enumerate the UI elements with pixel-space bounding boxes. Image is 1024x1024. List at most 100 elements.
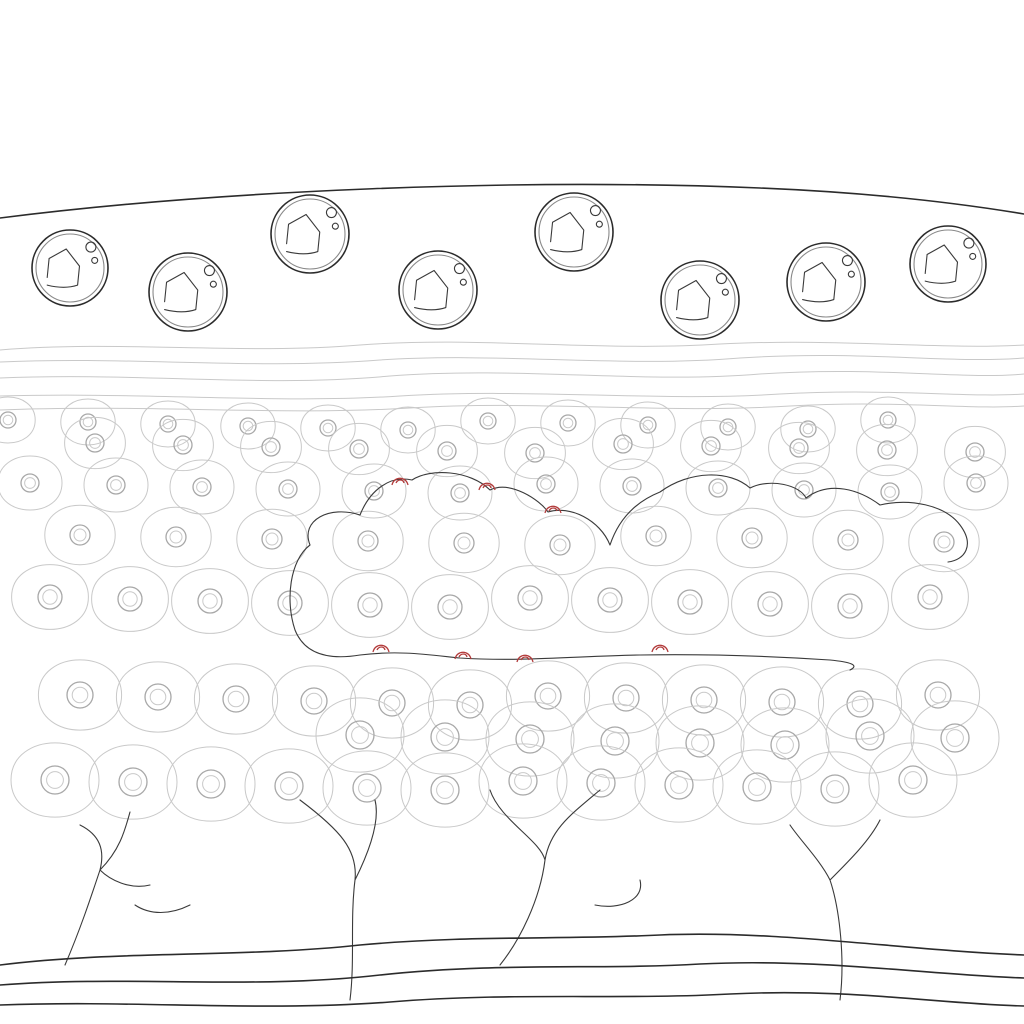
- epithelial-cell: [908, 511, 980, 573]
- epithelial-cell: [592, 417, 654, 471]
- epithelial-cell: [332, 510, 404, 572]
- epithelial-cell: [91, 566, 169, 632]
- epithelial-cell: [341, 463, 407, 519]
- epithelial-cell: [322, 750, 412, 826]
- epithelial-cell: [540, 399, 596, 447]
- epithelial-cell: [485, 701, 575, 777]
- epithelial-cell: [944, 425, 1006, 479]
- epithelial-cell: [140, 400, 196, 448]
- epithelial-cell: [244, 748, 334, 824]
- epithelial-cell: [812, 509, 884, 571]
- epithelial-cell: [411, 574, 489, 640]
- epithelial-cell: [571, 567, 649, 633]
- red-attachment-mark: [391, 477, 409, 486]
- large-round-vesicle: [660, 260, 740, 340]
- red-attachment-mark: [372, 644, 390, 653]
- epithelial-cell: [0, 396, 36, 444]
- epithelial-cell: [169, 459, 235, 515]
- epithelial-cell: [315, 697, 405, 773]
- red-attachment-mark: [651, 644, 669, 653]
- epithelial-cell: [83, 457, 149, 513]
- epithelial-cell: [910, 700, 1000, 776]
- outer-membrane-curve: [0, 183, 1024, 219]
- epithelial-cell: [716, 507, 788, 569]
- epithelial-cell: [817, 668, 903, 740]
- red-attachment-marks: [372, 477, 669, 663]
- large-round-vesicle: [270, 194, 350, 274]
- epithelial-cell: [380, 406, 436, 454]
- epithelial-cell: [271, 665, 357, 737]
- epithelial-cell: [661, 664, 747, 736]
- epithelial-cell: [651, 569, 729, 635]
- epithelial-cell: [620, 505, 692, 567]
- epithelial-cell: [416, 424, 478, 478]
- branching-fiber: [299, 799, 377, 1001]
- epithelial-cell: [300, 404, 356, 452]
- large-round-vesicle: [534, 192, 614, 272]
- epithelial-cell: [236, 508, 308, 570]
- epithelial-cell: [60, 398, 116, 446]
- epithelial-cell: [400, 752, 490, 828]
- epithelial-cell: [771, 462, 837, 518]
- epithelial-cell: [240, 420, 302, 474]
- epithelial-cell: [825, 698, 915, 774]
- epithelial-cell: [331, 572, 409, 638]
- epithelial-cell: [171, 568, 249, 634]
- branching-fibers: [64, 789, 881, 1001]
- basement-membrane-waves: [0, 933, 1024, 1007]
- epithelial-cell: [943, 455, 1009, 511]
- branching-fiber: [489, 789, 601, 966]
- epithelial-cell: [895, 659, 981, 731]
- epithelial-cell: [140, 506, 212, 568]
- epithelial-cell: [11, 564, 89, 630]
- epithelial-cell: [739, 666, 825, 738]
- vesicle-row: [31, 192, 987, 340]
- epithelial-cell: [556, 745, 646, 821]
- epithelial-cell: [427, 465, 493, 521]
- epithelial-cell: [115, 661, 201, 733]
- large-round-vesicle: [786, 242, 866, 322]
- epithelial-cell: [491, 565, 569, 631]
- epithelial-cell: [460, 397, 516, 445]
- epithelial-cell: [856, 423, 918, 477]
- epithelial-cell: [504, 426, 566, 480]
- cell-layer: [0, 396, 1009, 828]
- branching-fiber: [64, 811, 151, 966]
- large-round-vesicle: [148, 252, 228, 332]
- epithelial-cell: [811, 573, 889, 639]
- epithelial-cell: [255, 461, 321, 517]
- epithelial-cell: [634, 747, 724, 823]
- red-attachment-mark: [516, 654, 534, 663]
- branching-fiber: [134, 904, 191, 914]
- epithelial-cell: [731, 571, 809, 637]
- epithelial-cell: [478, 743, 568, 819]
- epithelial-cell: [328, 422, 390, 476]
- epithelial-cell: [680, 419, 742, 473]
- epithelial-cell: [740, 707, 830, 783]
- epithelial-cell: [780, 405, 836, 453]
- epithelial-cell: [620, 401, 676, 449]
- epithelial-cell: [655, 705, 745, 781]
- epithelial-cell: [44, 504, 116, 566]
- epithelial-cell: [790, 751, 880, 827]
- epithelial-cell: [700, 403, 756, 451]
- epithelial-cell: [868, 742, 958, 818]
- large-round-vesicle: [31, 229, 109, 307]
- epithelial-cell: [0, 455, 63, 511]
- large-round-vesicle: [909, 225, 987, 303]
- central-cell-cluster: [289, 472, 968, 671]
- epithelial-cell: [64, 416, 126, 470]
- epithelial-cell: [428, 512, 500, 574]
- epithelial-cell: [891, 564, 969, 630]
- epithelial-cell: [37, 659, 123, 731]
- epithelial-cell: [152, 418, 214, 472]
- epithelial-cell: [166, 746, 256, 822]
- epithelial-cell: [857, 464, 923, 520]
- epithelial-cell: [712, 749, 802, 825]
- epithelial-cell: [400, 699, 490, 775]
- epithelial-cell: [524, 514, 596, 576]
- large-round-vesicle: [398, 250, 478, 330]
- epithelial-cell: [685, 460, 751, 516]
